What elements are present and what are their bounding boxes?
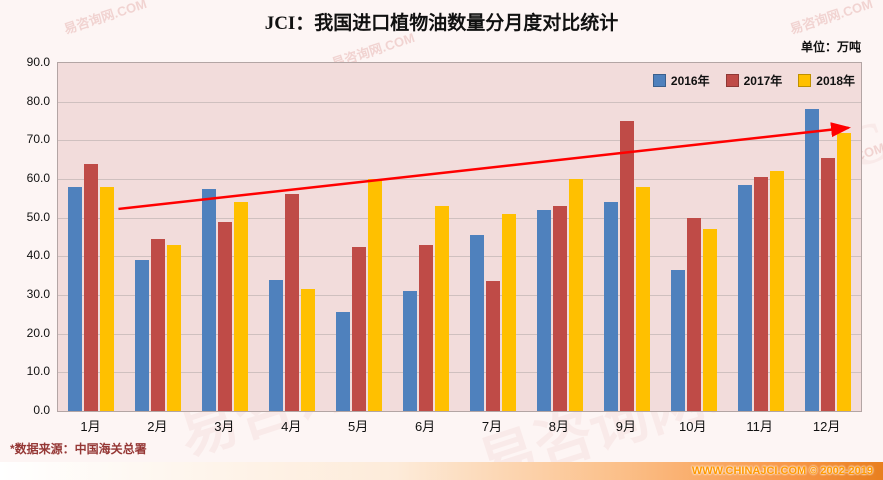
gridline [58,372,861,374]
bar-2018年-10月 [702,229,717,411]
unit-label: 单位：万吨 [800,40,861,54]
bar-group-1月 [58,63,125,411]
bar-2016年-12月 [804,109,819,411]
bar-2018年-8月 [568,179,583,411]
bar-2017年-8月 [552,206,567,411]
bar-2016年-1月 [68,186,83,411]
bar-group-7月 [460,63,527,411]
bar-2017年-10月 [686,217,701,411]
bar-2017年-3月 [218,221,233,411]
x-tick-label: 6月 [414,419,436,434]
bar-group-10月 [660,63,727,411]
bar-2017年-2月 [151,238,166,411]
legend-label: 2016年 [670,74,710,88]
bar-group-6月 [393,63,460,411]
bar-2017年-11月 [753,177,768,411]
x-tick-label: 8月 [548,419,570,434]
plot-area [57,62,862,412]
bar-2016年-11月 [737,184,752,411]
bar-2016年-3月 [202,188,217,411]
legend-item-2018年: 2018年 [798,72,855,89]
bar-group-2月 [125,63,192,411]
bar-2018年-3月 [234,202,249,411]
footer-site-url: WWW.CHINAJCI.COM © 2002-2019 [691,465,873,477]
gridline [58,295,861,296]
y-tick-label: 0.0 [33,403,50,417]
bar-group-11月 [727,63,794,411]
x-axis-labels: 1月 2月 3月 4月 5月 6月 7月 8月 9月 10月 11月 12月 [57,416,860,435]
source-note: *数据来源：中国海关总署 [10,442,147,456]
bar-2016年-8月 [536,209,551,411]
bar-2018年-11月 [769,171,784,411]
legend-item-2016年: 2016年 [652,72,710,89]
bar-2018年-7月 [501,213,516,411]
bar-2017年-6月 [419,244,434,411]
bar-2016年-9月 [603,202,618,411]
x-tick-label: 11月 [746,419,773,434]
bar-2017年-7月 [485,281,500,411]
chart-title: JCI：我国进口植物油数量分月度对比统计 [264,13,619,34]
footer-bar: WWW.CHINAJCI.COM © 2002-2019 [0,462,883,480]
y-tick-label: 30.0 [26,287,50,301]
bar-group-12月 [794,63,861,411]
bar-2017年-9月 [619,121,634,411]
bar-group-9月 [593,63,660,411]
x-tick-label: 3月 [214,419,235,434]
y-tick-label: 60.0 [26,171,50,185]
bar-groups [58,63,861,411]
bar-2018年-5月 [368,179,383,411]
x-tick-label: 1月 [80,419,101,434]
y-tick-label: 90.0 [26,55,50,69]
bar-2017年-12月 [820,157,835,411]
legend-item-2017年: 2017年 [725,72,783,89]
legend-swatch [652,74,666,87]
y-tick-label: 40.0 [26,248,50,263]
bar-group-5月 [326,63,393,411]
bar-2016年-7月 [469,235,484,411]
bar-2016年-4月 [269,279,284,411]
x-tick-label: 2月 [147,419,168,434]
bar-2016年-10月 [670,269,685,411]
gridline [58,256,861,258]
legend-swatch [725,74,739,87]
bar-2018年-4月 [301,289,316,411]
y-tick-label: 20.0 [26,325,50,340]
bar-group-8月 [526,63,593,411]
legend-swatch [798,74,812,87]
x-tick-label: 10月 [679,419,707,434]
x-tick-label: 9月 [615,419,636,434]
legend-label: 2018年 [816,74,855,88]
bar-2016年-5月 [336,312,351,411]
bar-2018年-1月 [100,186,115,411]
y-tick-label: 10.0 [26,364,50,379]
x-tick-label: 7月 [481,419,503,434]
x-tick-label: 4月 [281,419,302,434]
bar-group-3月 [192,63,259,411]
y-tick-label: 70.0 [26,132,50,147]
gridline [58,333,861,335]
legend-label: 2017年 [743,74,783,88]
x-tick-label: 5月 [348,419,369,434]
bar-2018年-9月 [635,186,650,411]
bar-2018年-12月 [836,132,851,411]
bar-group-4月 [259,63,326,411]
bar-2017年-5月 [352,246,367,411]
bar-2018年-2月 [167,244,182,411]
x-tick-label: 12月 [812,419,841,434]
y-tick-label: 80.0 [26,93,50,108]
bar-2018年-6月 [435,206,450,411]
bar-2017年-4月 [285,194,300,411]
bar-2016年-2月 [135,260,150,411]
legend: 2016年 2017年 2018年 [652,72,855,89]
bar-2017年-1月 [84,163,99,411]
gridline [58,217,861,219]
gridline [58,101,861,103]
bar-2016年-6月 [403,291,418,411]
y-tick-label: 50.0 [26,209,50,224]
